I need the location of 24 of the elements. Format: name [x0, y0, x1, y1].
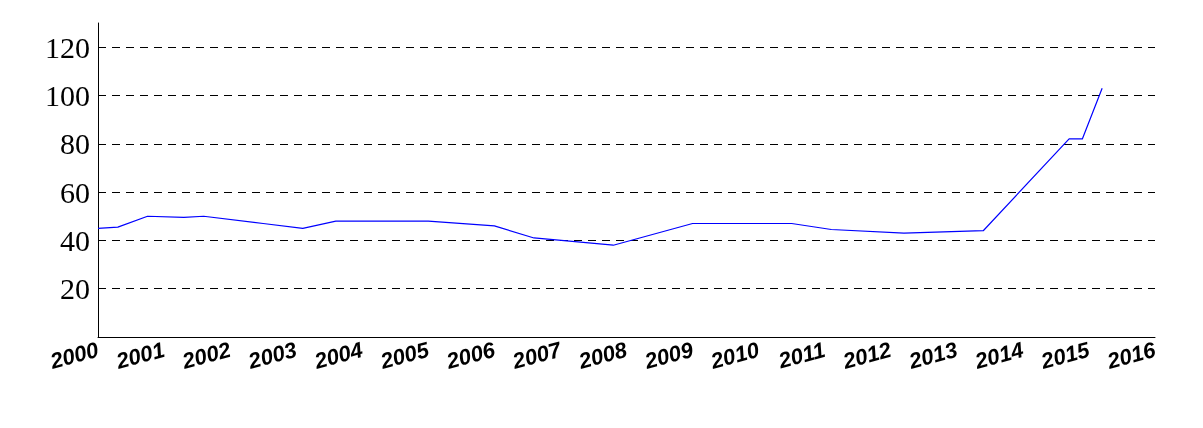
- x-tick-label: 2010: [707, 336, 763, 375]
- x-tick-label: 2006: [442, 336, 499, 375]
- x-tick-label: 2005: [376, 336, 433, 375]
- x-tick-label: 2014: [971, 336, 1027, 375]
- y-tick-label: 100: [45, 78, 90, 112]
- x-tick-label: 2007: [508, 336, 566, 375]
- x-tick-label: 2002: [178, 336, 235, 375]
- line-series: [97, 87, 1103, 246]
- y-tick-label: 20: [60, 272, 90, 306]
- x-tick-label: 2015: [1037, 336, 1093, 375]
- y-tick-label: 120: [45, 30, 90, 64]
- y-tick-label: 80: [60, 127, 90, 161]
- y-tick-label: 60: [60, 175, 90, 209]
- x-tick-label: 2013: [905, 336, 961, 375]
- x-tick-label: 2004: [310, 336, 366, 375]
- x-tick-label: 2001: [112, 336, 168, 375]
- x-tick-label: 2011: [774, 336, 828, 374]
- y-tick-label: 40: [60, 223, 90, 257]
- x-tick-label: 2016: [1103, 336, 1159, 375]
- x-tick-label: 2003: [244, 336, 300, 375]
- x-tick-label: 2012: [839, 336, 895, 375]
- x-tick-label: 2009: [641, 336, 697, 375]
- x-tick-label: 2000: [46, 336, 102, 375]
- x-tick-label: 2008: [575, 336, 631, 375]
